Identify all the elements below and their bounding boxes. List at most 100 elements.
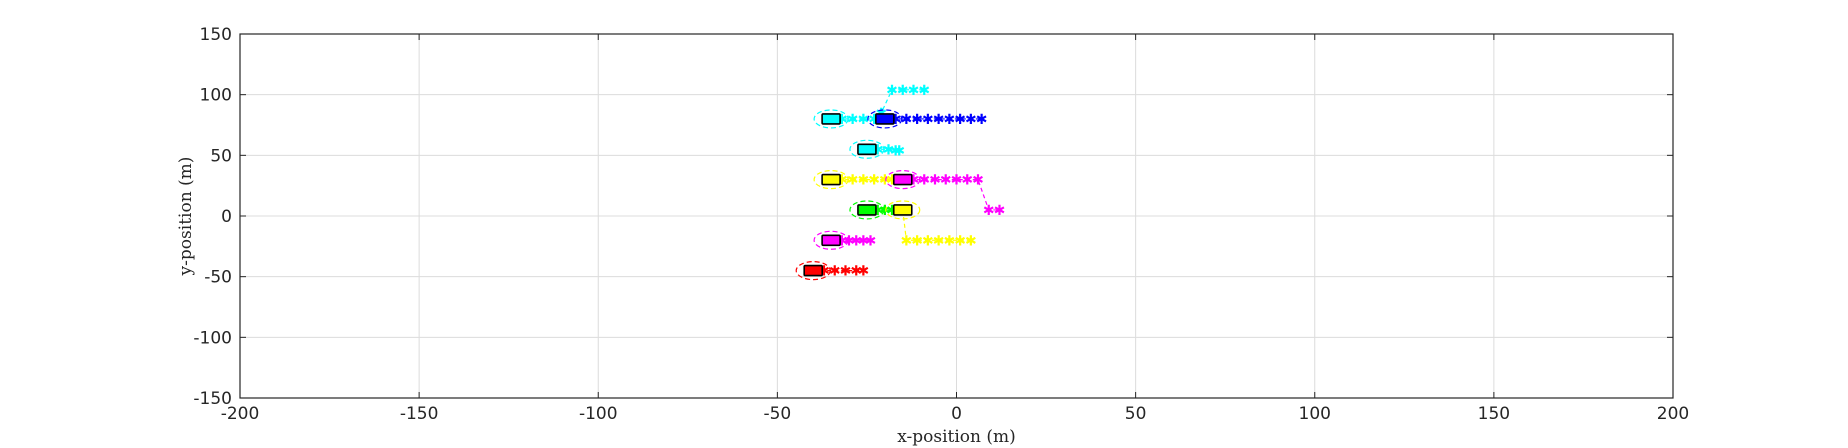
x-tick-label: 150 [1478,404,1510,424]
predicted-position-marker: ✱ [897,83,909,99]
trajectory-line [902,209,971,241]
y-tick-label: 0 [221,207,232,227]
x-tick-label: -100 [579,404,618,424]
uncertainty-ellipse [849,200,885,220]
predicted-position-marker: ✱ [872,203,884,219]
predicted-position-marker: ✱ [868,112,880,128]
predicted-position-marker: ✱ [879,173,891,189]
predicted-position-marker: ✱ [943,233,955,249]
uncertainty-ellipse [849,139,885,159]
predicted-position-marker: ✱ [922,233,934,249]
uncertainty-ellipse [885,200,921,220]
x-tick-label: 100 [1299,404,1331,424]
y-tick-label: -50 [204,268,232,288]
x-tick-label: 200 [1657,404,1689,424]
predicted-position-marker: ✱ [943,112,955,128]
predicted-position-marker: ✱ [850,233,862,249]
predicted-position-marker: ✱ [857,173,869,189]
x-tick-label: 50 [1125,404,1147,424]
predicted-position-marker: ✱ [847,112,859,128]
trajectory-line [831,89,925,120]
tick-labels: -200 -150 -100 -50 0 50 100 150 200-150-100-5005… [193,25,1689,424]
predicted-position-marker: ✱ [908,83,920,99]
vehicle-box [821,173,841,186]
uncertainty-ellipse [813,109,849,129]
predicted-position-marker: ✱ [872,142,884,158]
y-tick-label: -150 [193,389,232,409]
predicted-position-marker: ✱ [908,173,920,189]
vehicle-box [803,264,824,277]
predicted-position-marker: ✱ [911,233,923,249]
predicted-position-marker: ✱ [890,143,902,159]
y-tick-label: 50 [210,146,232,166]
predicted-position-marker: ✱ [868,173,880,189]
vehicle-box [821,234,841,247]
grid-lines [240,34,1673,398]
predicted-position-marker: ✱ [940,173,952,189]
predicted-position-marker: ✱ [890,112,902,128]
predicted-position-marker: ✱ [994,203,1006,219]
predicted-position-marker: ✱ [965,233,977,249]
predicted-position-marker: ✱ [886,173,898,189]
uncertainty-ellipse [813,170,849,190]
predicted-position-marker: ✱ [850,264,862,280]
predicted-position-marker: ✱ [886,203,898,219]
uncertainty-ellipse [813,230,849,250]
trajectory-paths: ✱ ✱ ✱ ✱✱ ✱ ✱ ✱✱ ✱ ✱ ✱ ✱ ✱ ✱ ✱ ✱✱ ✱✱✱✱ ✱ ✱ ✱ ✱✱ ✱ ✱ ✱ ✱ ✱ ✱ ✱✱ ✱✱✱✱✱… [813,83,1005,280]
predicted-position-marker: ✱ [961,173,973,189]
predicted-position-marker: ✱ [951,173,963,189]
predicted-position-marker: ✱ [843,233,855,249]
x-axis-label: x-position (m) [897,427,1016,447]
vehicles [795,109,921,281]
x-tick-label: 0 [951,404,962,424]
y-axis-label: y-position (m) [176,157,196,277]
predicted-position-marker: ✱ [836,233,848,249]
vehicle-box [857,143,877,156]
predicted-position-marker: ✱ [933,233,945,249]
predicted-position-marker: ✱ [965,112,977,128]
predicted-position-marker: ✱ [840,264,852,280]
x-tick-label: -200 [221,404,260,424]
predicted-position-marker: ✱ [972,173,984,189]
x-tick-label: -150 [400,404,439,424]
predicted-position-marker: ✱ [879,203,891,219]
predicted-position-marker: ✱ [857,112,869,128]
predicted-position-marker: ✱ [933,112,945,128]
predicted-position-marker: ✱ [893,143,905,159]
predicted-position-marker: ✱ [900,112,912,128]
uncertainty-ellipse [867,109,903,129]
x-tick-label: -50 [763,404,791,424]
y-tick-label: 150 [200,25,232,45]
predicted-position-marker: ✱ [911,112,923,128]
predicted-position-marker: ✱ [976,112,988,128]
predicted-position-marker: ✱ [829,264,841,280]
predicted-position-marker: ✱ [883,142,895,158]
vehicle-box [821,113,841,125]
predicted-position-marker: ✱ [836,112,848,128]
predicted-position-marker: ✱ [900,233,912,249]
vehicle-box [892,173,913,186]
predicted-position-marker: ✱ [954,112,966,128]
uncertainty-ellipse [885,170,921,190]
predicted-position-marker: ✱ [857,233,869,249]
predicted-position-marker: ✱ [886,83,898,99]
vehicle-box [857,204,877,216]
uncertainty-ellipse [795,261,831,281]
predicted-position-marker: ✱ [929,173,941,189]
y-tick-label: -100 [193,328,232,348]
predicted-position-marker: ✱ [922,112,934,128]
y-tick-label: 100 [200,86,232,106]
vehicle-box [892,204,913,216]
predicted-position-marker: ✱ [983,203,995,219]
predicted-position-marker: ✱ [954,233,966,249]
predicted-position-marker: ✱ [836,173,848,189]
predicted-position-marker: ✱ [918,173,930,189]
trajectory-line [902,179,1000,211]
predicted-position-marker: ✱ [865,233,877,249]
predicted-position-marker: ✱ [818,264,830,280]
vehicle-box [875,113,895,125]
predicted-position-marker: ✱ [918,83,930,99]
predicted-position-marker: ✱ [857,264,869,280]
predicted-position-marker: ✱ [847,173,859,189]
